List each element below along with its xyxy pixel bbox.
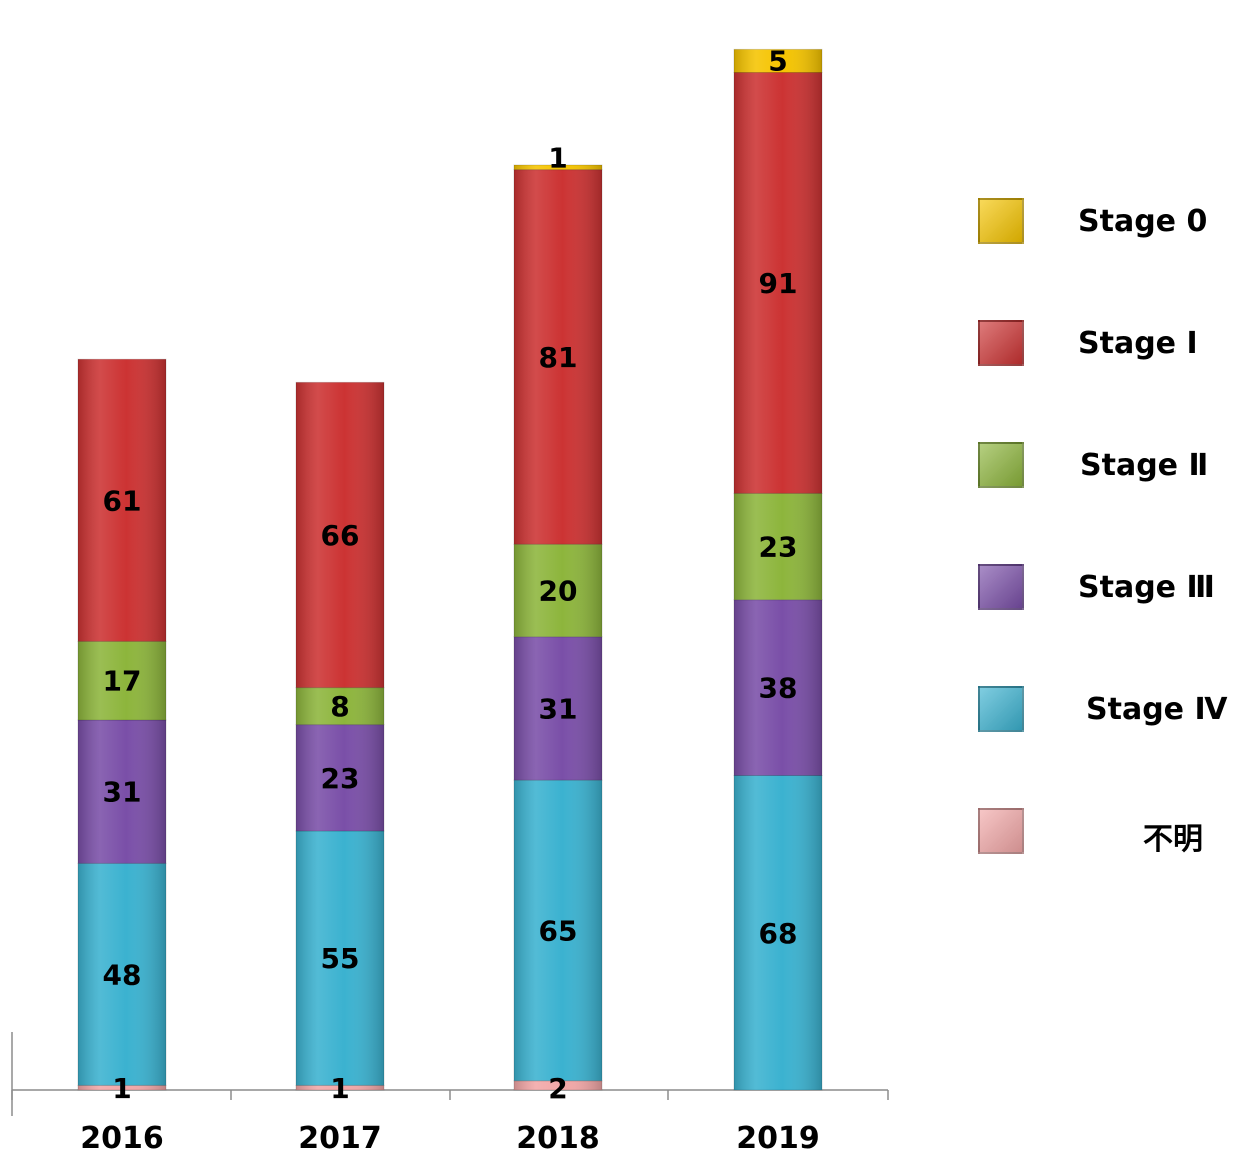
- legend-item: Stage Ⅳ: [978, 686, 1228, 734]
- bars-layer: [77, 48, 823, 1091]
- data-label: 65: [539, 914, 578, 947]
- data-label: 31: [539, 692, 578, 725]
- x-tick-label: 2019: [736, 1121, 820, 1153]
- legend-item: 不明: [978, 808, 1228, 857]
- data-label: 20: [539, 575, 578, 608]
- bar-segment-shading: [734, 775, 822, 1090]
- bar-segment-shading: [78, 863, 166, 1086]
- bar-segment-shading: [296, 687, 384, 725]
- bar-segment-shading: [78, 359, 166, 642]
- data-label: 5: [768, 45, 787, 78]
- legend-label: Stage Ⅲ: [1078, 570, 1215, 605]
- bar-segment-shading: [734, 493, 822, 600]
- legend-item: Stage Ⅲ: [978, 564, 1228, 612]
- data-label: 1: [330, 1072, 349, 1105]
- legend-label: Stage Ⅳ: [1086, 692, 1228, 727]
- legend-swatch: [978, 564, 1024, 610]
- data-label: 8: [330, 690, 349, 723]
- legend-item: Stage Ⅱ: [978, 442, 1228, 490]
- bar-segment-shading: [734, 49, 822, 73]
- x-tick-label: 2016: [80, 1121, 164, 1153]
- legend-swatch: [978, 442, 1024, 488]
- labels-layer: 1 48 31 17 61 2016 1 55 23 8 66 2017 2 65 31 20 81 1 2018 6…: [80, 45, 820, 1153]
- data-label: 17: [103, 665, 142, 698]
- data-label: 2: [548, 1072, 567, 1105]
- data-label: 55: [321, 942, 360, 975]
- bar-segment-shading: [514, 636, 602, 781]
- bar-segment-shading: [514, 1080, 602, 1090]
- bar-segment-shading: [514, 165, 602, 170]
- bar-segment-shading: [296, 1085, 384, 1090]
- bar-segment-shading: [296, 831, 384, 1086]
- legend-label: Stage Ⅰ: [1078, 326, 1198, 361]
- legend-item: Stage 0: [978, 198, 1228, 246]
- data-label: 23: [759, 531, 798, 564]
- bar-segment-shading: [514, 169, 602, 545]
- data-label: 66: [321, 519, 360, 552]
- data-label: 38: [759, 672, 798, 705]
- x-tick-label: 2017: [298, 1121, 382, 1153]
- data-label: 48: [103, 958, 142, 991]
- legend-swatch: [978, 808, 1024, 854]
- bar-segment-shading: [296, 724, 384, 831]
- data-label: 68: [759, 917, 798, 950]
- legend-swatch: [978, 198, 1024, 244]
- x-tick-label: 2018: [516, 1121, 600, 1153]
- data-label: 61: [103, 484, 142, 517]
- bar-segment-shading: [78, 641, 166, 720]
- data-label: 91: [759, 267, 798, 300]
- legend-swatch: [978, 686, 1024, 732]
- bar-segment-shading: [734, 599, 822, 776]
- legend-label: Stage Ⅱ: [1080, 448, 1209, 483]
- bar-segment-shading: [78, 1085, 166, 1090]
- data-label: 81: [539, 341, 578, 374]
- legend-label: 不明: [1143, 822, 1203, 857]
- legend-swatch: [978, 320, 1024, 366]
- data-label: 1: [112, 1072, 131, 1105]
- legend-item: Stage Ⅰ: [978, 320, 1228, 368]
- bar-segment-shading: [296, 382, 384, 688]
- bar-segment-shading: [514, 780, 602, 1081]
- bar-segment-shading: [78, 720, 166, 864]
- bar-segment-shading: [734, 72, 822, 494]
- bar-segment-shading: [514, 544, 602, 637]
- data-label: 1: [548, 142, 567, 175]
- data-label: 31: [103, 776, 142, 809]
- legend-label: Stage 0: [1078, 204, 1208, 239]
- data-label: 23: [321, 762, 360, 795]
